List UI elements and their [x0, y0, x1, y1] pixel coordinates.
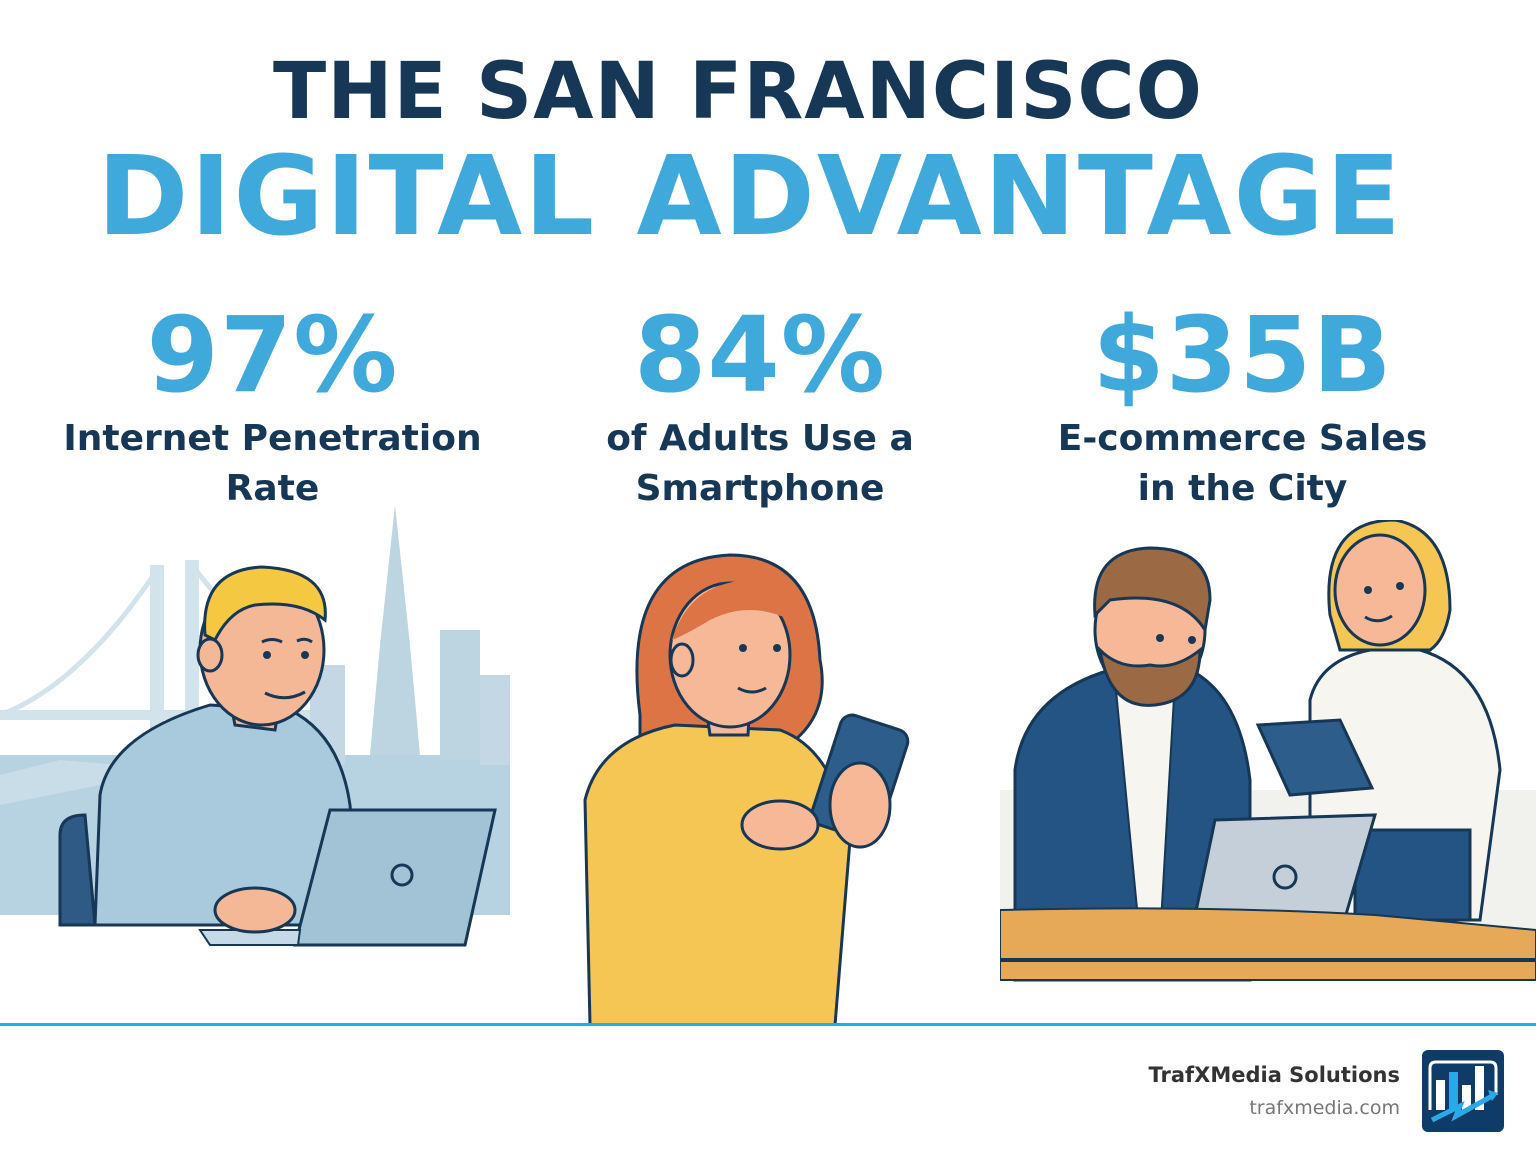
business-people-illustration	[999, 518, 1536, 990]
business-team-icon	[999, 518, 1536, 982]
stat-label-line-1: E-commerce Sales	[1057, 418, 1428, 459]
stat-label: of Adults Use a Smartphone	[560, 414, 960, 514]
brand-url[interactable]: trafxmedia.com	[1249, 1097, 1400, 1119]
stat-label-line-2: Rate	[225, 468, 320, 509]
stat-value: 97%	[146, 294, 399, 416]
bar-chart-trend-arrow-icon	[1428, 1060, 1498, 1123]
stat-label-line-1: of Adults Use a	[606, 418, 914, 459]
brand-name: TrafXMedia Solutions	[1148, 1063, 1400, 1087]
stat-smartphone-adults: 84% of Adults Use a Smartphone	[560, 300, 960, 514]
stat-label: E-commerce Sales in the City	[1020, 414, 1465, 514]
man-at-laptop-illustration	[0, 505, 520, 965]
stat-value: 84%	[634, 294, 886, 416]
title-line-1: THE SAN FRANCISCO	[273, 47, 1203, 137]
footer-divider	[0, 1023, 1536, 1026]
stat-label-line-2: in the City	[1137, 468, 1348, 509]
stat-ecommerce-sales: $35B E-commerce Sales in the City	[1020, 300, 1465, 514]
woman-smartphone-illustration	[580, 540, 920, 1027]
stat-label-line-1: Internet Penetration	[63, 418, 482, 459]
stat-label: Internet Penetration Rate	[40, 414, 505, 514]
woman-phone-icon	[583, 553, 910, 1027]
stat-label-line-2: Smartphone	[635, 468, 885, 509]
title-line-2: DIGITAL ADVANTAGE	[97, 132, 1403, 260]
stat-value: $35B	[1092, 294, 1393, 416]
brand-logo	[1422, 1050, 1504, 1132]
stat-internet-penetration: 97% Internet Penetration Rate	[40, 300, 505, 514]
skyline-man-laptop-icon	[0, 505, 510, 947]
